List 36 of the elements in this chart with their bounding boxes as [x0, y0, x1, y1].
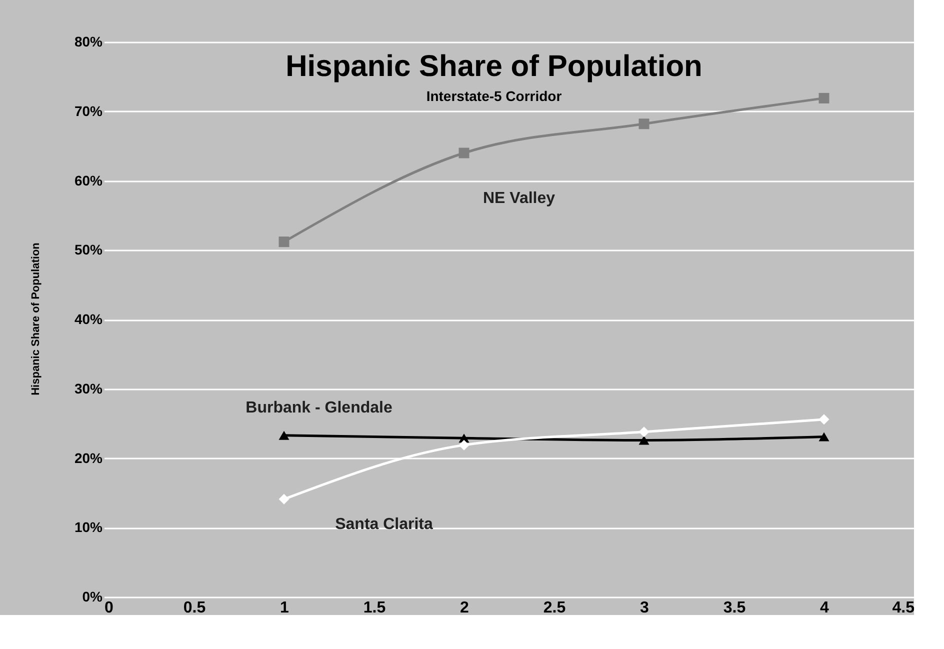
- text: Santa Clarita: [335, 516, 434, 534]
- y-tick-label: 80%: [74, 34, 104, 50]
- x-tick-label: 1.5: [363, 600, 386, 616]
- x-tick-label: 0.5: [183, 600, 206, 616]
- point: [818, 92, 830, 104]
- y-axis-title: Hispanic Share of Population: [30, 242, 42, 396]
- y-tick-label: 20%: [74, 450, 104, 466]
- point: [818, 432, 830, 442]
- point: [278, 430, 290, 440]
- x-tick-label: 1: [280, 600, 290, 616]
- y-tick-label: 70%: [74, 102, 104, 119]
- series-label: Burbank - Glendale: [246, 399, 392, 416]
- point: [278, 236, 290, 248]
- y-tick-label: 10%: [74, 519, 104, 536]
- x-tick-label: 2: [460, 600, 470, 616]
- chart-title: Hispanic Share of Population: [286, 50, 702, 83]
- text: NE Valley: [482, 190, 556, 207]
- point: [818, 414, 830, 425]
- x-tick-label: 4: [820, 600, 830, 616]
- point: [638, 118, 650, 130]
- x-tick-label: 3: [640, 600, 650, 616]
- y-tick-label: 30%: [74, 380, 104, 396]
- y-tick-label: 0%: [82, 588, 104, 604]
- point: [638, 426, 650, 438]
- point: [278, 494, 290, 504]
- point: [458, 440, 470, 450]
- point: [458, 148, 470, 158]
- x-tick-label: 4.5: [892, 600, 915, 616]
- y-tick-label: 60%: [74, 172, 104, 188]
- x-tick-label: 2.5: [543, 600, 566, 616]
- y-tick-label: 50%: [74, 242, 104, 258]
- y-tick-label: 40%: [74, 311, 104, 327]
- x-tick-label: 3.5: [723, 600, 746, 616]
- point: [638, 436, 650, 445]
- text: Interstate-5 Corridor: [426, 88, 562, 104]
- x-tick-label: 0: [104, 600, 114, 616]
